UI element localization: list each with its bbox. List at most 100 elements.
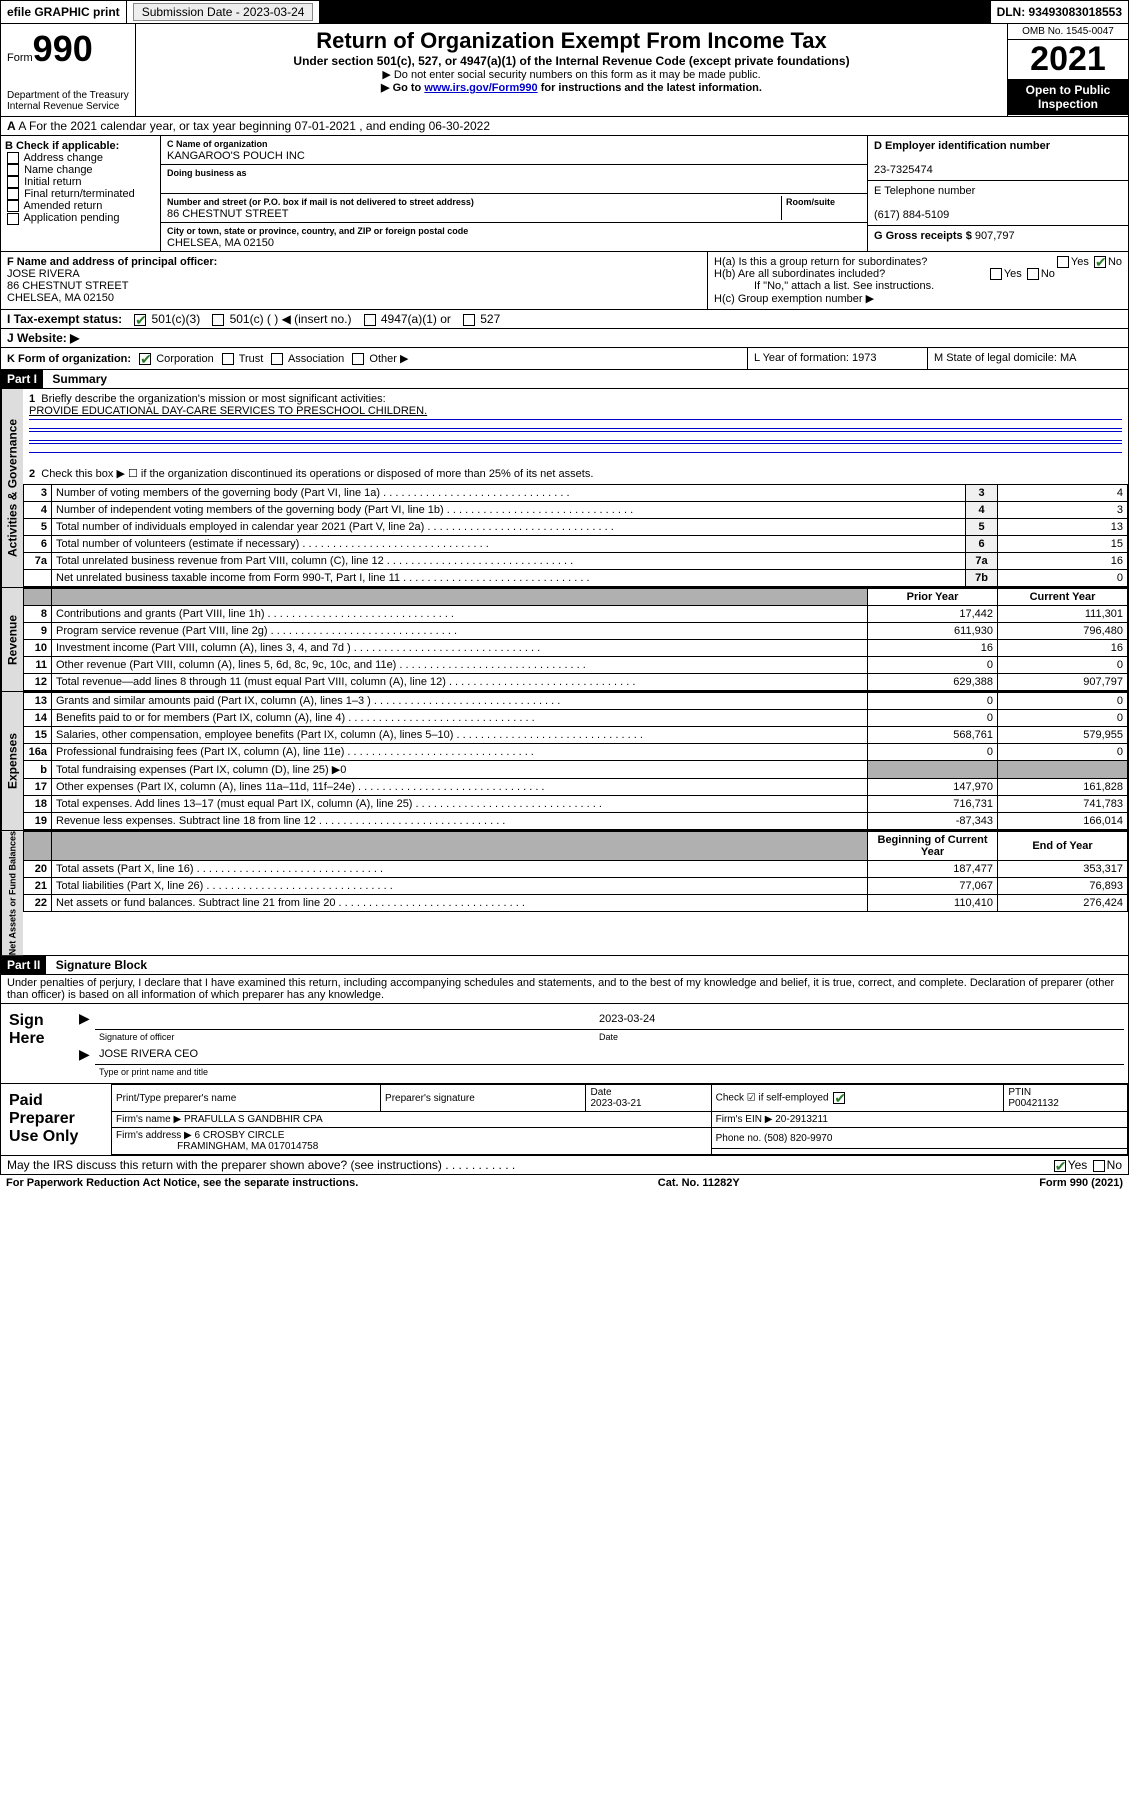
inspection-badge: Open to Public Inspection [1008, 79, 1128, 115]
discuss-yes[interactable] [1054, 1160, 1066, 1172]
part2-title: Signature Block [50, 956, 153, 974]
netassets-table: Beginning of Current YearEnd of Year20To… [23, 831, 1128, 912]
efile-label: efile GRAPHIC print [1, 1, 127, 23]
row-a-tax-year: A A For the 2021 calendar year, or tax y… [0, 117, 1129, 136]
arrow-icon: ▶ [79, 1010, 90, 1026]
ein-label: D Employer identification number [874, 140, 1050, 152]
m-state: M State of legal domicile: MA [928, 348, 1128, 369]
row-klm: K Form of organization: Corporation Trus… [0, 348, 1129, 370]
tax-year: 2021 [1008, 40, 1128, 79]
discuss-no[interactable] [1093, 1160, 1105, 1172]
chk-501c3[interactable] [134, 314, 146, 326]
name-title-label: Type or print name and title [95, 1065, 1124, 1080]
chk-501c[interactable] [212, 314, 224, 326]
sidetab-expenses: Expenses [1, 692, 23, 830]
phone-label: E Telephone number [874, 185, 975, 197]
year-box: OMB No. 1545-0047 2021 Open to Public In… [1008, 24, 1128, 116]
chk-name-change[interactable] [7, 164, 19, 176]
room-label: Room/suite [786, 197, 835, 207]
part1-header-row: Part I Summary [0, 370, 1129, 389]
chk-assoc[interactable] [271, 353, 283, 365]
irs-link[interactable]: www.irs.gov/Form990 [424, 82, 537, 94]
sidetab-governance: Activities & Governance [1, 389, 23, 587]
part2-badge: Part II [1, 956, 46, 974]
line2-text: Check this box ▶ ☐ if the organization d… [41, 468, 593, 480]
arrow-icon-2: ▶ [79, 1046, 90, 1062]
h-note: If "No," attach a list. See instructions… [714, 280, 934, 292]
addr-label: Number and street (or P.O. box if mail i… [167, 197, 474, 207]
officer-addr2: CHELSEA, MA 02150 [7, 292, 114, 304]
form-header: Form990 Department of the Treasury Inter… [0, 24, 1129, 117]
firm-ein: 20-2913211 [775, 1114, 828, 1125]
k-label: K Form of organization: [7, 353, 131, 365]
firm-addr2: FRAMINGHAM, MA 017014758 [177, 1141, 318, 1152]
ha-yes[interactable] [1057, 256, 1069, 268]
hb-label: H(b) Are all subordinates included? [714, 268, 885, 280]
chk-address-change[interactable] [7, 152, 19, 164]
governance-section: Activities & Governance 1 Briefly descri… [0, 389, 1129, 588]
hb-yes[interactable] [990, 268, 1002, 280]
officer-name: JOSE RIVERA [7, 268, 80, 280]
officer-sign-name: JOSE RIVERA CEO [95, 1044, 1124, 1065]
chk-4947[interactable] [364, 314, 376, 326]
topbar-spacer [320, 1, 990, 23]
sign-here-label: Sign Here [1, 1004, 71, 1083]
b-label: B Check if applicable: [5, 140, 119, 152]
ha-no[interactable] [1094, 256, 1106, 268]
submission-date-button[interactable]: Submission Date - 2023-03-24 [133, 3, 314, 21]
l-year: L Year of formation: 1973 [748, 348, 928, 369]
hb-no[interactable] [1027, 268, 1039, 280]
omb-number: OMB No. 1545-0047 [1008, 24, 1128, 40]
chk-final-return[interactable] [7, 188, 19, 200]
ein-value: 23-7325474 [874, 164, 933, 176]
city-label: City or town, state or province, country… [167, 226, 468, 236]
part1-title: Summary [46, 370, 113, 388]
part2-header-row: Part II Signature Block [0, 956, 1129, 975]
footer-left: For Paperwork Reduction Act Notice, see … [6, 1177, 358, 1189]
footer-right: Form 990 (2021) [1039, 1177, 1123, 1189]
sign-date: 2023-03-24 [595, 1008, 1124, 1029]
chk-app-pending[interactable] [7, 213, 19, 225]
form-title: Return of Organization Exempt From Incom… [142, 28, 1001, 54]
row-i: I Tax-exempt status: 501(c)(3) 501(c) ( … [0, 310, 1129, 329]
section-f-h: F Name and address of principal officer:… [0, 252, 1129, 310]
column-b: B Check if applicable: Address change Na… [1, 136, 161, 251]
phone-value: (617) 884-5109 [874, 209, 949, 221]
submission-date: Submission Date - 2023-03-24 [127, 1, 321, 23]
org-name-label: C Name of organization [167, 139, 268, 149]
footer-center: Cat. No. 11282Y [658, 1177, 740, 1189]
prep-selfemp: Check ☑ if self-employed [711, 1085, 1004, 1112]
chk-selfemp[interactable] [833, 1092, 845, 1104]
sign-area: Sign Here ▶ 2023-03-24 Signature of offi… [0, 1004, 1129, 1084]
revenue-section: Revenue Prior YearCurrent Year8Contribut… [0, 588, 1129, 692]
footer: For Paperwork Reduction Act Notice, see … [0, 1175, 1129, 1191]
irs-label: Internal Revenue Service [7, 101, 129, 112]
chk-initial-return[interactable] [7, 176, 19, 188]
date-label: Date [595, 1029, 1124, 1044]
form-number-box: Form990 Department of the Treasury Inter… [1, 24, 136, 116]
ptin-hdr: PTIN [1008, 1087, 1031, 1098]
firm-name: PRAFULLA S GANDBHIR CPA [184, 1114, 323, 1125]
officer-label: F Name and address of principal officer: [7, 256, 217, 268]
sig-label: Signature of officer [95, 1029, 595, 1044]
hc-label: H(c) Group exemption number ▶ [714, 293, 874, 305]
revenue-table: Prior YearCurrent Year8Contributions and… [23, 588, 1128, 691]
chk-527[interactable] [463, 314, 475, 326]
chk-trust[interactable] [222, 353, 234, 365]
discuss-row: May the IRS discuss this return with the… [0, 1156, 1129, 1175]
declaration: Under penalties of perjury, I declare th… [0, 975, 1129, 1004]
chk-other[interactable] [352, 353, 364, 365]
top-bar: efile GRAPHIC print Submission Date - 20… [0, 0, 1129, 24]
tax-status-label: I Tax-exempt status: [7, 312, 122, 326]
chk-amended[interactable] [7, 200, 19, 212]
chk-corp[interactable] [139, 353, 151, 365]
note-link: ▶ Go to www.irs.gov/Form990 for instruct… [142, 81, 1001, 94]
gross-receipts-label: G Gross receipts $ [874, 230, 972, 242]
org-name: KANGAROO'S POUCH INC [167, 150, 305, 162]
prep-sig-hdr: Preparer's signature [381, 1085, 586, 1112]
part1-badge: Part I [1, 370, 43, 388]
row-j: J Website: ▶ [0, 329, 1129, 348]
column-c: C Name of organization KANGAROO'S POUCH … [161, 136, 868, 251]
title-box: Return of Organization Exempt From Incom… [136, 24, 1008, 116]
mission-text: PROVIDE EDUCATIONAL DAY-CARE SERVICES TO… [29, 405, 427, 417]
